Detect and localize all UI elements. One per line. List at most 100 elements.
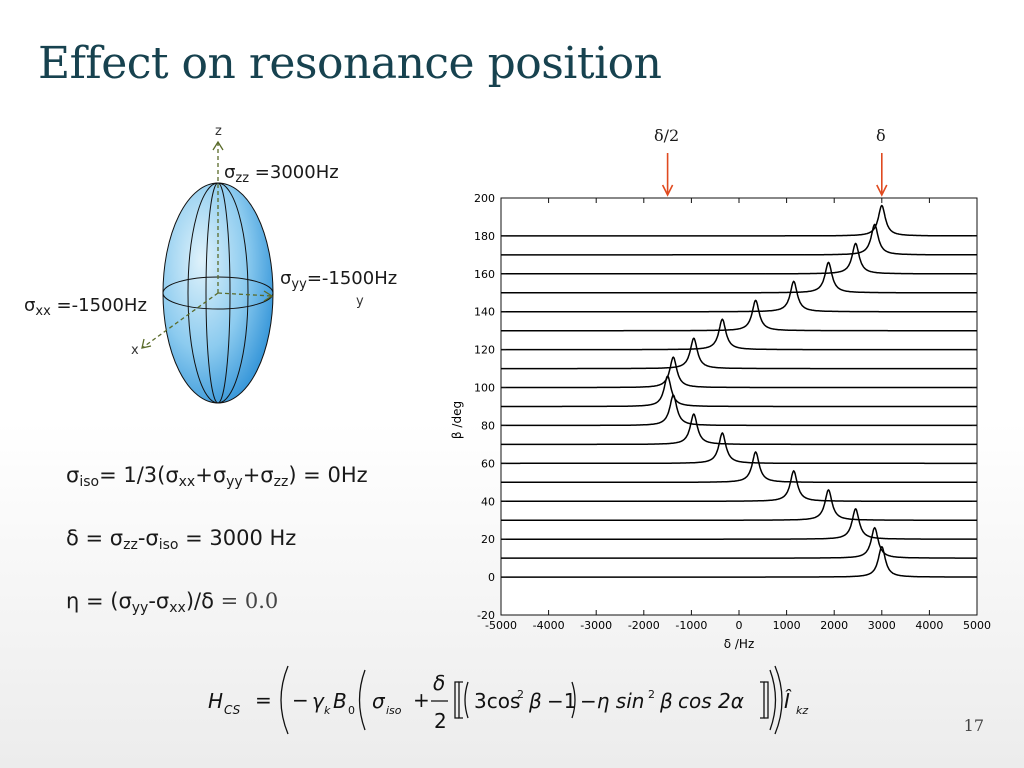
y-axis-title: β /deg	[450, 401, 464, 439]
formula-minus: −	[292, 688, 309, 712]
formula-sigma: σ	[372, 689, 386, 713]
bracket	[454, 681, 459, 719]
formula-b0: 0	[348, 704, 355, 717]
hamiltonian-formula: H CS = − γ k B 0 σ iso + δ 2 3cos 2 β −1…	[208, 665, 808, 735]
formula-h: H	[208, 689, 223, 713]
formula-gamma: γ	[312, 689, 325, 713]
formula-eq: =	[255, 688, 272, 712]
x-tick-label: -3000	[580, 619, 612, 632]
y-tick-label: 200	[474, 192, 495, 205]
spectrum-trace	[501, 280, 977, 313]
eta-equation: η = (σyy-σxx)/δ = 0.0	[66, 589, 279, 616]
spectrum-trace	[501, 318, 977, 351]
y-tick-label: 40	[481, 495, 495, 508]
x-tick-label: -5000	[485, 619, 517, 632]
x-tick-label: 5000	[963, 619, 991, 632]
annotation-arrowhead	[876, 184, 888, 197]
y-tick-label: 160	[474, 268, 495, 281]
formula-eta: −η sin	[580, 689, 644, 713]
spectrum-trace	[501, 413, 977, 446]
x-arrowhead	[141, 338, 152, 349]
paren	[280, 665, 289, 735]
bracket	[458, 681, 463, 719]
formula-i: Î	[784, 689, 792, 713]
paren	[571, 681, 576, 719]
bracket	[760, 681, 765, 719]
bracket	[764, 681, 769, 719]
spectrum-trace	[501, 526, 977, 559]
formula-iso: iso	[386, 704, 402, 717]
annotation-arrowhead	[661, 184, 674, 197]
y-tick-label: 80	[481, 419, 495, 432]
spectrum-trace	[501, 261, 977, 294]
spectrum-trace	[501, 299, 977, 332]
formula-b: B	[333, 689, 347, 713]
formula-cs: CS	[224, 703, 241, 717]
x-tick-label: 4000	[915, 619, 943, 632]
formula-beta2: β	[659, 689, 673, 713]
spectrum-trace	[501, 204, 977, 237]
x-axis-title: δ /Hz	[724, 637, 755, 651]
y-tick-label: 180	[474, 230, 495, 243]
x-tick-label: -4000	[533, 619, 565, 632]
x-axis-line	[141, 292, 219, 349]
delta-half-arrow-label: δ/2	[654, 126, 680, 145]
y-tick-label: 60	[481, 457, 495, 470]
spectrum-trace	[501, 431, 977, 465]
paren	[464, 681, 469, 719]
spectrum-trace	[501, 450, 977, 484]
paren	[769, 669, 777, 731]
x-tick-label: 1000	[773, 619, 801, 632]
delta-equation: δ = σzz-σiso = 3000 Hz	[66, 526, 297, 553]
sigma-yy-label: σyy=-1500Hz	[280, 268, 398, 292]
spectrum-trace	[501, 337, 977, 370]
spectrum-trace	[501, 508, 977, 540]
sigma-xx-label: σxx =-1500Hz	[24, 295, 147, 319]
spectrum-trace	[501, 356, 977, 389]
y-tick-label: 20	[481, 533, 495, 546]
formula-k: k	[324, 704, 331, 717]
sigma-zz-label: σzz =3000Hz	[224, 162, 339, 186]
spectrum-trace	[501, 394, 977, 427]
formula-m1: −1	[547, 689, 576, 713]
formula-two: 2	[434, 709, 447, 733]
spectrum-trace	[501, 469, 977, 503]
y-tick-label: 100	[474, 382, 495, 395]
spectrum-trace	[501, 545, 977, 578]
spectrum-trace	[501, 223, 977, 256]
formula-kz: kz	[796, 704, 808, 717]
page-number: 17	[963, 716, 984, 735]
y-tick-label: 120	[474, 344, 495, 357]
y-tick-label: 140	[474, 306, 495, 319]
formula-sq2: 2	[648, 688, 655, 701]
ellipsoid-diagram	[141, 140, 274, 404]
stacked-spectra-chart: -5000 -4000 -3000 -2000 -1000 0 1000 2000 3000 40…	[450, 153, 991, 651]
z-arrowhead	[212, 140, 224, 151]
x-tick-label: -2000	[628, 619, 660, 632]
slide-title: Effect on resonance position	[38, 38, 662, 89]
formula-sq: 2	[517, 688, 524, 701]
y-tick-label: 0	[488, 571, 495, 584]
y-axis-line	[217, 292, 273, 297]
y-tick-label: -20	[477, 609, 495, 622]
paren	[774, 665, 783, 735]
x-tick-label: 2000	[820, 619, 848, 632]
formula-body: 3cos	[474, 689, 520, 713]
spectrum-trace	[501, 242, 977, 275]
paren	[358, 669, 366, 731]
spectrum-trace	[501, 375, 977, 408]
delta-arrow-label: δ	[876, 126, 886, 145]
x-tick-label: 3000	[868, 619, 896, 632]
z-axis-label: z	[215, 124, 222, 139]
formula-cos2a: cos 2α	[678, 689, 744, 713]
spectrum-trace	[501, 488, 977, 521]
x-tick-label: -1000	[675, 619, 707, 632]
x-axis-label: x	[131, 343, 139, 358]
y-arrowhead	[263, 290, 274, 302]
formula-plus: +	[413, 688, 430, 712]
formula-delta: δ	[433, 671, 445, 695]
sigma-iso-equation: σiso= 1/3(σxx+σyy+σzz) = 0Hz	[66, 463, 368, 490]
x-tick-label: 0	[736, 619, 743, 632]
formula-beta: β	[528, 689, 542, 713]
ellipsoid-meridian	[187, 182, 249, 404]
